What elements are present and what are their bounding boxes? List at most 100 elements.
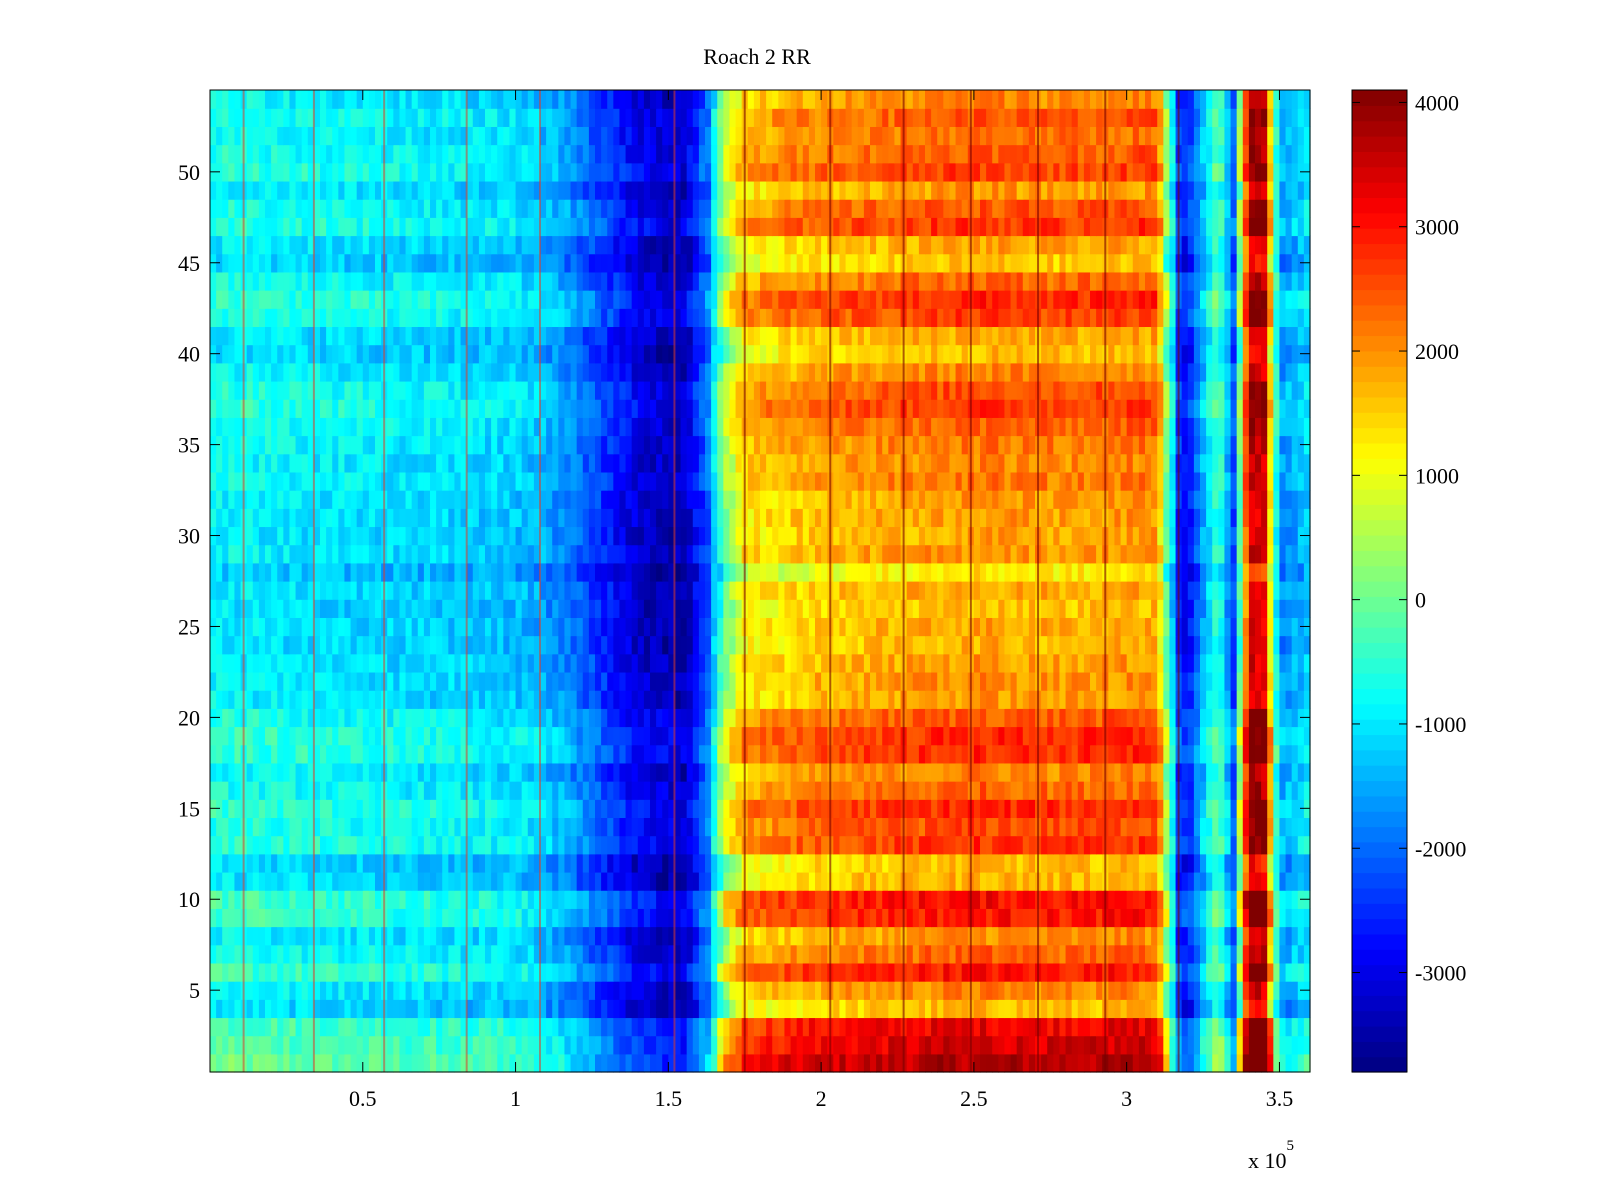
heatmap-cell — [460, 617, 468, 637]
heatmap-cell — [784, 744, 792, 764]
heatmap-cell — [436, 599, 443, 618]
heatmap-cell — [527, 671, 535, 691]
heatmap-cell — [1041, 799, 1048, 819]
heatmap-cell — [540, 890, 547, 909]
heatmap-cell — [882, 581, 889, 600]
heatmap-cell — [1145, 581, 1152, 600]
heatmap-cell — [680, 562, 688, 582]
heatmap-cell — [851, 726, 859, 746]
heatmap-cell — [497, 562, 504, 582]
heatmap-cell — [662, 671, 669, 691]
heatmap-cell — [601, 999, 608, 1019]
heatmap-cell — [863, 762, 871, 782]
heatmap-cell — [1169, 962, 1177, 982]
heatmap-cell — [1273, 708, 1281, 728]
heatmap-cell — [955, 690, 963, 709]
heatmap-cell — [631, 1017, 639, 1037]
heatmap-cell — [717, 871, 724, 891]
heatmap-cell — [1120, 944, 1128, 964]
heatmap-cell — [760, 1035, 767, 1055]
heatmap-cell — [870, 690, 877, 709]
heatmap-cell — [301, 690, 309, 709]
heatmap-cell — [753, 1035, 761, 1055]
heatmap-cell — [851, 871, 859, 891]
heatmap-cell — [350, 708, 358, 728]
heatmap-cell — [1230, 944, 1238, 964]
heatmap-cell — [912, 890, 920, 909]
heatmap-cell — [405, 981, 413, 1000]
heatmap-cell — [1132, 581, 1140, 600]
heatmap-cell — [992, 835, 999, 855]
heatmap-cell — [265, 1035, 272, 1055]
heatmap-cell — [686, 835, 694, 855]
heatmap-cell — [1248, 762, 1256, 782]
heatmap-cell — [454, 835, 462, 855]
heatmap-cell — [986, 653, 993, 673]
heatmap-cell — [1303, 944, 1311, 964]
heatmap-cell — [906, 981, 914, 1000]
heatmap-cell — [937, 1035, 944, 1055]
heatmap-cell — [863, 726, 871, 746]
heatmap-cell — [509, 581, 517, 600]
heatmap-cell — [857, 671, 865, 691]
heatmap-cell — [668, 962, 676, 982]
heatmap-cell — [1108, 599, 1116, 618]
heatmap-cell — [1255, 708, 1262, 728]
heatmap-cell — [925, 944, 932, 964]
heatmap-cell — [246, 671, 254, 691]
heatmap-cell — [662, 635, 669, 655]
heatmap-cell — [766, 1053, 773, 1073]
heatmap-cell — [888, 671, 896, 691]
heatmap-cell — [1028, 562, 1036, 582]
heatmap-cell — [643, 1053, 651, 1073]
heatmap-cell — [454, 653, 462, 673]
heatmap-cell — [778, 762, 786, 782]
heatmap-cell — [503, 962, 511, 982]
heatmap-cell — [399, 671, 407, 691]
heatmap-cell — [1255, 890, 1262, 909]
heatmap-cell — [796, 1017, 804, 1037]
heatmap-cell — [1236, 599, 1244, 618]
heatmap-cell — [821, 708, 828, 728]
heatmap-cell — [992, 926, 999, 946]
heatmap-cell — [717, 781, 724, 800]
heatmap-cell — [607, 708, 614, 728]
heatmap-cell — [527, 908, 535, 928]
heatmap-cell — [350, 671, 358, 691]
heatmap-cell — [1077, 908, 1085, 928]
heatmap-cell — [1200, 690, 1207, 709]
heatmap-cell — [362, 817, 370, 837]
heatmap-cell — [540, 581, 547, 600]
heatmap-cell — [1120, 799, 1128, 819]
heatmap-cell — [228, 781, 236, 800]
heatmap-cell — [815, 653, 822, 673]
heatmap-cell — [546, 908, 553, 928]
heatmap-cell — [1206, 708, 1213, 728]
heatmap-cell — [442, 671, 449, 691]
heatmap-cell — [558, 562, 566, 582]
heatmap-cell — [1255, 799, 1262, 819]
heatmap-cell — [698, 817, 706, 837]
heatmap-cell — [643, 744, 651, 764]
heatmap-cell — [1248, 690, 1256, 709]
heatmap-cell — [1206, 799, 1213, 819]
heatmap-cell — [1022, 744, 1030, 764]
heatmap-cell — [283, 708, 291, 728]
heatmap-cell — [650, 653, 657, 673]
heatmap-cell — [271, 653, 278, 673]
heatmap-cell — [454, 726, 462, 746]
heatmap-cell — [307, 890, 315, 909]
heatmap-cell — [307, 999, 315, 1019]
heatmap-cell — [808, 1035, 816, 1055]
heatmap-cell — [533, 708, 541, 728]
heatmap-cell — [436, 708, 443, 728]
heatmap-cell — [1291, 799, 1299, 819]
heatmap-cell — [931, 799, 938, 819]
heatmap-cell — [1224, 690, 1232, 709]
heatmap-cell — [1065, 671, 1073, 691]
heatmap-cell — [643, 671, 651, 691]
heatmap-cell — [210, 762, 217, 782]
heatmap-cell — [876, 781, 883, 800]
heatmap-cell — [870, 581, 877, 600]
heatmap-cell — [613, 562, 621, 582]
